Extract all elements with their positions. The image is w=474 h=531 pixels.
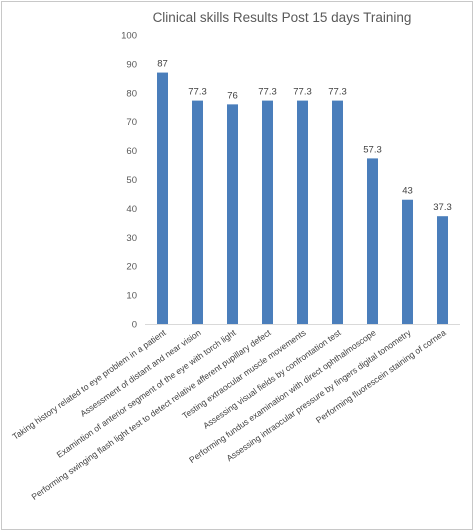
data-label: 77.3: [188, 87, 207, 98]
y-axis: 0 10 20 30 40 50 60 70 80 90 100: [121, 31, 460, 331]
bar: [227, 104, 238, 324]
y-tick-label: 40: [126, 204, 137, 215]
data-label: 77.3: [258, 87, 277, 98]
bar: [367, 158, 378, 324]
y-tick-label: 100: [121, 31, 137, 42]
y-tick-label: 90: [126, 59, 137, 70]
data-label: 43: [402, 186, 413, 197]
y-tick-label: 50: [126, 175, 137, 186]
bar: [297, 100, 308, 324]
bar: [157, 72, 168, 324]
bar: [262, 100, 273, 324]
data-labels: 87 77.3 76 77.3 77.3 77.3 57.3 43 37.3: [157, 59, 452, 214]
y-tick-label: 70: [126, 117, 137, 128]
data-label: 77.3: [293, 87, 312, 98]
y-tick-label: 0: [132, 320, 137, 331]
bar: [437, 216, 448, 324]
data-label: 76: [227, 90, 238, 101]
bars: [157, 72, 448, 324]
y-tick-label: 60: [126, 146, 137, 157]
data-label: 57.3: [363, 144, 382, 155]
bar: [402, 199, 413, 324]
y-tick-label: 10: [126, 291, 137, 302]
bar: [192, 100, 203, 324]
y-tick-label: 20: [126, 262, 137, 273]
data-label: 77.3: [328, 87, 347, 98]
y-tick-label: 80: [126, 88, 137, 99]
chart-title: Clinical skills Results Post 15 days Tra…: [153, 10, 412, 25]
bar: [332, 100, 343, 324]
data-label: 87: [157, 59, 168, 70]
y-tick-label: 30: [126, 233, 137, 244]
data-label: 37.3: [433, 202, 452, 213]
